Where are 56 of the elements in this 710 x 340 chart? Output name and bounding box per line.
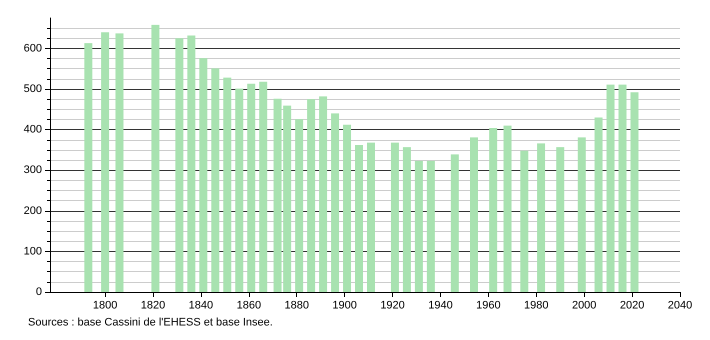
bar xyxy=(414,160,423,292)
bar xyxy=(295,119,304,292)
bar xyxy=(343,124,352,292)
bar xyxy=(223,78,232,292)
x-tick-label: 1920 xyxy=(380,300,405,312)
bar xyxy=(211,68,220,292)
bar xyxy=(450,154,459,292)
bar xyxy=(520,150,528,292)
bar xyxy=(366,142,375,292)
bar xyxy=(426,160,435,292)
bar xyxy=(390,142,399,292)
bar xyxy=(151,24,160,292)
x-tick-label: 1980 xyxy=(524,300,549,312)
bar xyxy=(578,137,586,292)
bar xyxy=(556,147,564,292)
x-tick-label: 1820 xyxy=(140,300,166,312)
x-tick-label: 1800 xyxy=(92,300,118,312)
bar xyxy=(618,84,627,292)
x-tick-label: 1960 xyxy=(476,300,501,312)
bar xyxy=(402,147,411,292)
bar xyxy=(489,128,498,292)
bar xyxy=(115,33,124,292)
bar xyxy=(537,143,546,292)
y-tick-label: 100 xyxy=(24,245,42,258)
y-tick-label: 500 xyxy=(24,83,42,96)
x-tick-label: 1940 xyxy=(428,300,453,312)
x-tick-label: 2040 xyxy=(668,300,692,312)
bar xyxy=(235,88,244,292)
bar xyxy=(594,117,603,292)
bar xyxy=(84,43,92,292)
y-tick-label: 200 xyxy=(24,204,42,217)
bar xyxy=(101,32,110,292)
source-note: Sources : base Cassini de l'EHESS et base Insee. xyxy=(28,316,273,328)
bar xyxy=(470,137,478,292)
bar xyxy=(606,84,615,292)
y-tick-label: 0 xyxy=(36,286,42,298)
x-tick-label: 1860 xyxy=(236,300,262,312)
bar xyxy=(175,38,184,292)
bar xyxy=(630,92,638,292)
bar xyxy=(259,82,268,292)
y-tick-label: 600 xyxy=(24,42,42,54)
bar xyxy=(355,145,364,292)
x-tick-label: 1840 xyxy=(188,300,214,312)
bar xyxy=(319,96,328,292)
bar xyxy=(331,113,340,292)
bar xyxy=(199,58,208,292)
x-tick-label: 2020 xyxy=(620,300,644,312)
y-tick-label: 400 xyxy=(24,124,42,136)
bar xyxy=(187,35,196,292)
x-tick-label: 1880 xyxy=(284,300,309,312)
bar xyxy=(307,99,316,292)
bar xyxy=(504,126,512,292)
bar xyxy=(247,84,256,292)
x-tick-label: 2000 xyxy=(572,300,596,312)
x-tick-label: 1900 xyxy=(332,300,357,312)
y-tick-label: 300 xyxy=(24,164,42,176)
